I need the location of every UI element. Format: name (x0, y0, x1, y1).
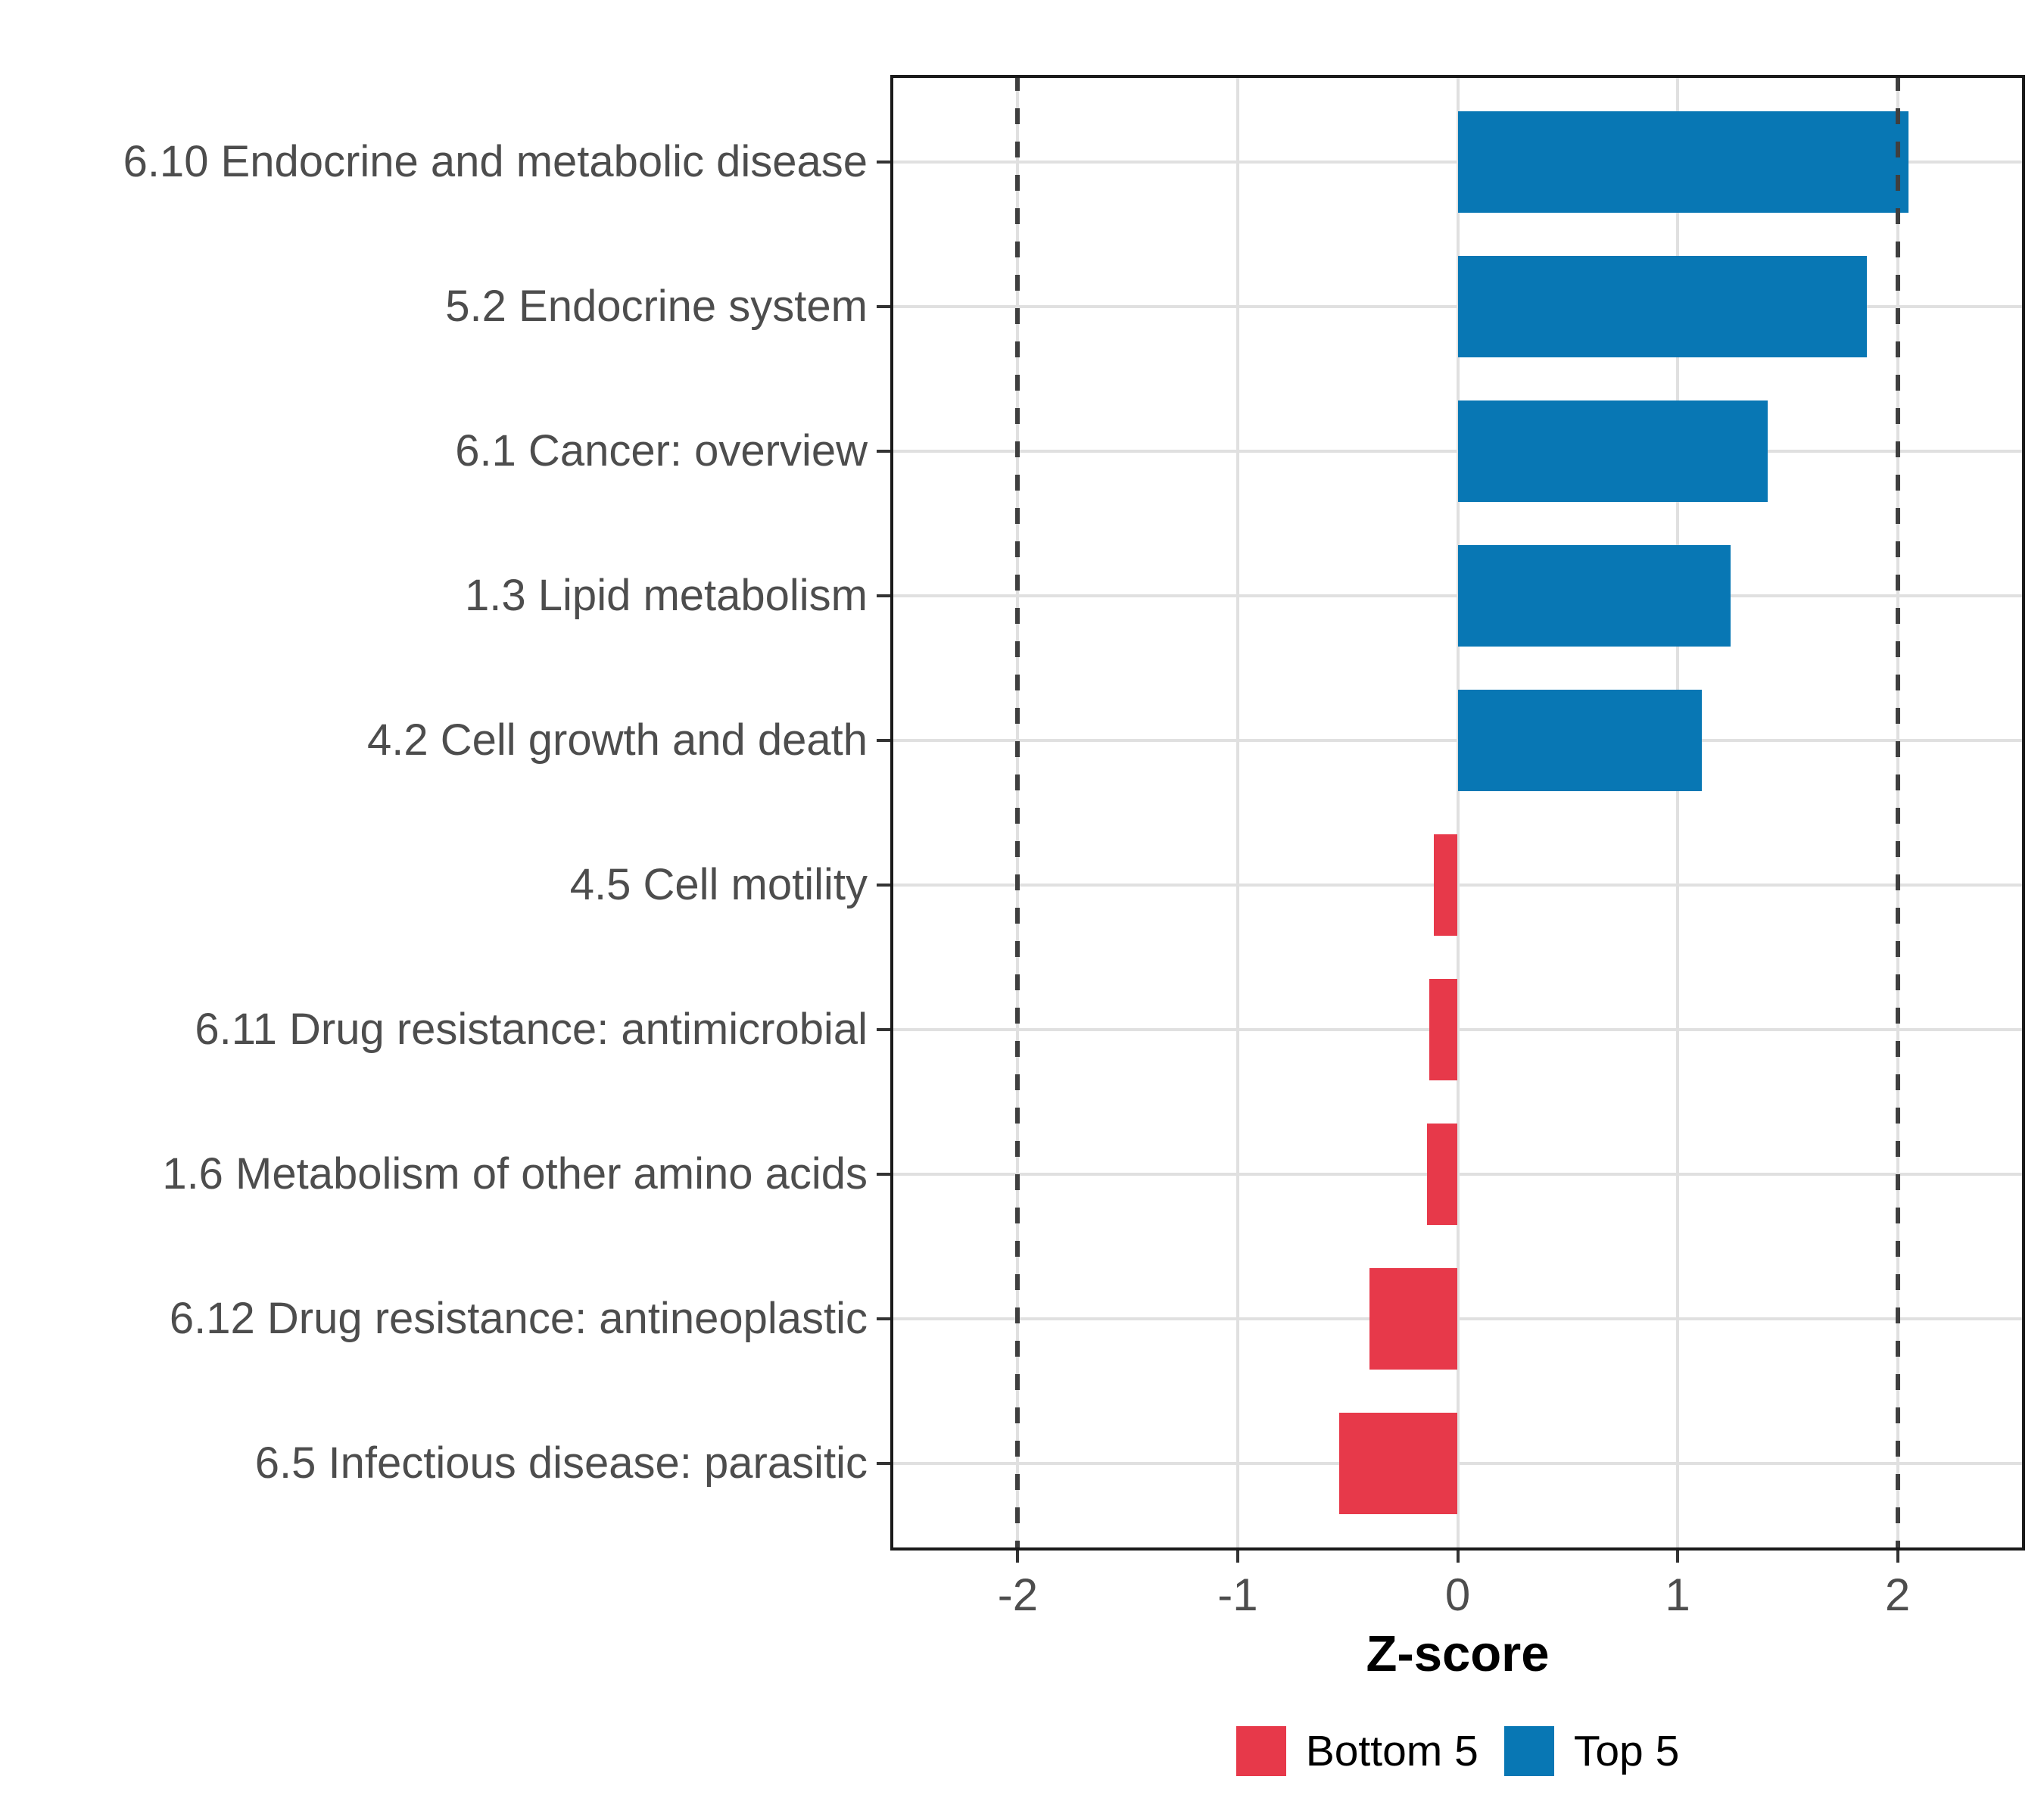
x-axis-tick (1896, 1551, 1899, 1563)
y-axis-tick (877, 160, 890, 164)
bar (1457, 689, 1702, 791)
y-axis-category-label: 6.5 Infectious disease: parasitic (254, 1438, 868, 1488)
x-axis-tick (1016, 1551, 1020, 1563)
y-axis-tick (877, 1317, 890, 1321)
legend-item: Bottom 5 (1235, 1726, 1478, 1776)
gridline-horizontal (890, 1028, 2025, 1032)
x-axis-tick-label: 2 (1884, 1569, 1911, 1620)
y-axis-category-label: 5.2 Endocrine system (445, 281, 868, 331)
y-axis-category-label: 1.6 Metabolism of other amino acids (162, 1149, 868, 1199)
legend-label: Top 5 (1573, 1727, 1680, 1775)
x-axis-tick-label: -1 (1217, 1569, 1258, 1620)
x-axis-tick-label: -2 (997, 1569, 1039, 1620)
bar (1457, 544, 1731, 647)
bar (1457, 400, 1768, 502)
y-axis-tick (877, 738, 890, 742)
gridline-horizontal (890, 1173, 2025, 1177)
bar (1426, 1124, 1458, 1226)
y-axis-tick (877, 304, 890, 308)
x-axis-tick-label: 0 (1444, 1569, 1471, 1620)
x-axis-title: Z-score (1366, 1625, 1550, 1682)
y-axis-category-label: 6.12 Drug resistance: antineoplastic (169, 1294, 868, 1344)
bar (1433, 834, 1458, 937)
gridline-horizontal (890, 884, 2025, 887)
bar (1457, 111, 1909, 213)
gridline-vertical (1235, 75, 1239, 1551)
x-axis-tick (1676, 1551, 1679, 1563)
x-axis-tick (1235, 1551, 1239, 1563)
legend-item: Top 5 (1503, 1726, 1680, 1776)
x-axis-tick-label: 1 (1665, 1569, 1690, 1620)
bar (1457, 255, 1867, 357)
y-axis-category-label: 4.2 Cell growth and death (367, 715, 868, 765)
y-axis-tick (877, 594, 890, 597)
reference-line-dashed (1015, 75, 1020, 1551)
bar (1369, 1268, 1458, 1370)
bar (1429, 979, 1458, 1081)
plot-panel (890, 75, 2025, 1551)
y-axis-tick (877, 449, 890, 453)
y-axis-category-label: 6.10 Endocrine and metabolic disease (123, 136, 868, 186)
y-axis-tick (877, 1028, 890, 1032)
gridline-horizontal (890, 1317, 2025, 1321)
legend: Bottom 5 Top 5 (890, 1717, 2025, 1785)
y-axis-tick (877, 884, 890, 887)
y-axis-tick (877, 1462, 890, 1466)
legend-key-swatch (1503, 1726, 1554, 1776)
y-axis-tick (877, 1173, 890, 1177)
y-axis-category-label: 1.3 Lipid metabolism (465, 570, 868, 620)
gridline-vertical (1676, 75, 1679, 1551)
legend-key-swatch (1235, 1726, 1286, 1776)
gridline-horizontal (890, 1462, 2025, 1466)
x-axis-tick (1456, 1551, 1460, 1563)
gridline-vertical (1456, 75, 1460, 1551)
y-axis-category-label: 6.1 Cancer: overview (455, 425, 868, 475)
bar (1338, 1413, 1458, 1515)
reference-line-dashed (1895, 75, 1900, 1551)
legend-label: Bottom 5 (1305, 1727, 1478, 1775)
y-axis-category-label: 4.5 Cell motility (569, 860, 868, 910)
y-axis-category-label: 6.11 Drug resistance: antimicrobial (195, 1005, 868, 1055)
